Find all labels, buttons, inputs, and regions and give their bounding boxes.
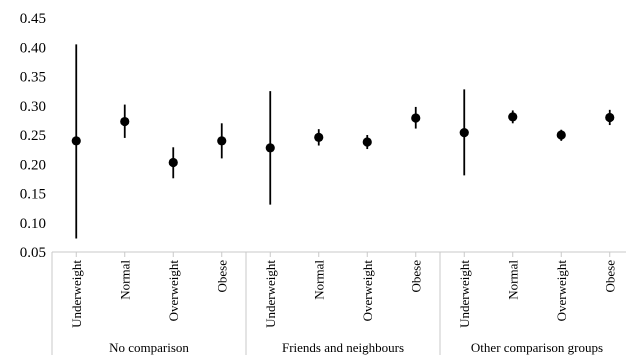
data-point (217, 136, 227, 146)
group-label: No comparison (109, 340, 189, 355)
y-tick-label: 0.10 (20, 216, 46, 232)
data-point (168, 157, 178, 168)
group-label: Other comparison groups (471, 340, 603, 355)
group-label: Friends and neighbours (282, 340, 404, 355)
category-label: Obese (602, 260, 617, 293)
y-tick-label: 0.35 (20, 70, 46, 86)
data-point (508, 112, 518, 122)
category-label: Overweight (360, 260, 375, 322)
data-point (459, 128, 469, 138)
y-tick-label: 0.25 (20, 128, 46, 144)
category-label: Normal (117, 260, 132, 300)
category-label: Underweight (69, 260, 84, 328)
category-label: Normal (311, 260, 326, 300)
category-label: Obese (408, 260, 423, 293)
category-label: Underweight (263, 260, 278, 328)
data-point (265, 143, 275, 153)
category-label: Underweight (457, 260, 472, 328)
data-point (605, 112, 615, 123)
category-label: Overweight (166, 260, 181, 322)
y-tick-label: 0.20 (20, 157, 46, 173)
data-point (71, 136, 81, 146)
y-tick-label: 0.40 (20, 40, 46, 56)
data-point (362, 137, 372, 147)
y-tick-label: 0.30 (20, 99, 46, 115)
data-point (556, 130, 566, 140)
category-label: Normal (505, 260, 520, 300)
data-point (314, 132, 324, 142)
data-point (411, 113, 421, 123)
y-tick-label: 0.45 (20, 11, 46, 27)
category-label: Overweight (554, 260, 569, 322)
y-tick-label: 0.15 (20, 187, 46, 203)
data-point (120, 116, 130, 127)
category-label: Obese (214, 260, 229, 293)
y-tick-label: 0.05 (20, 245, 46, 261)
